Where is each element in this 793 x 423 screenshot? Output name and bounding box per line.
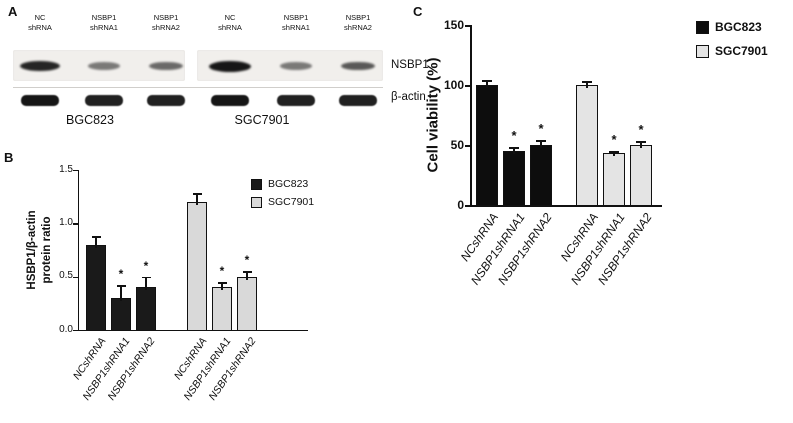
error-bar-cap bbox=[217, 282, 227, 284]
legend-swatch-bgc823 bbox=[696, 21, 709, 34]
panel-a-label: A bbox=[8, 4, 18, 19]
y-tick-mark bbox=[73, 223, 78, 225]
y-tick-label: 0 bbox=[457, 197, 464, 212]
error-bar-line bbox=[95, 236, 97, 248]
y-tick-mark bbox=[465, 25, 470, 27]
significance-asterisk: * bbox=[611, 132, 617, 147]
error-bar-line bbox=[613, 151, 615, 157]
y-tick-label: 1.5 bbox=[59, 163, 73, 175]
y-axis-line bbox=[78, 170, 80, 331]
error-bar-cap bbox=[609, 151, 619, 153]
error-bar-line bbox=[246, 271, 248, 280]
blot-lane-label: NSBP1 shRNA2 bbox=[344, 13, 372, 32]
error-bar-cap bbox=[536, 140, 546, 142]
beta-actin-band bbox=[147, 95, 185, 106]
blot-artifact-line bbox=[13, 87, 383, 88]
y-tick-label: 1.0 bbox=[59, 217, 73, 229]
bar-bgc823-ncshrna bbox=[476, 85, 498, 206]
bar-bgc823-nsbp1shrna1 bbox=[503, 151, 525, 206]
significance-asterisk: * bbox=[118, 267, 124, 282]
blot-lane-label: NC shRNA bbox=[28, 13, 52, 32]
y-tick-label: 0.5 bbox=[59, 270, 73, 282]
significance-asterisk: * bbox=[219, 264, 225, 278]
x-axis-line bbox=[470, 205, 662, 207]
legend-label-bgc823: BGC823 bbox=[715, 20, 762, 34]
nsbp1-band bbox=[19, 60, 61, 72]
beta-actin-band bbox=[85, 95, 123, 106]
bar-sgc7901-nsbp1shrna1 bbox=[603, 153, 625, 206]
significance-asterisk: * bbox=[538, 121, 544, 137]
nsbp1-band bbox=[340, 61, 376, 71]
beta-actin-band bbox=[21, 95, 59, 106]
panel-b-label: B bbox=[4, 150, 14, 165]
error-bar-line bbox=[145, 276, 147, 291]
error-bar-line bbox=[221, 282, 223, 291]
nsbp1-band bbox=[88, 62, 120, 70]
significance-asterisk: * bbox=[143, 258, 149, 273]
beta-actin-band bbox=[339, 95, 377, 106]
beta-actin-band bbox=[211, 95, 249, 106]
error-bar-line bbox=[640, 141, 642, 148]
y-tick-label: 150 bbox=[443, 17, 464, 32]
y-tick-mark bbox=[465, 85, 470, 87]
error-bar-cap bbox=[141, 276, 151, 279]
nsbp1-band bbox=[149, 61, 183, 71]
beta-actin-band bbox=[277, 95, 315, 106]
error-bar-cap bbox=[116, 285, 126, 287]
bar-bgc823-nsbp1shrna2 bbox=[530, 145, 552, 206]
error-bar-cap bbox=[636, 141, 646, 143]
error-bar-line bbox=[486, 80, 488, 88]
error-bar-line bbox=[513, 147, 515, 154]
blot-lane-label: NC shRNA bbox=[218, 13, 242, 32]
significance-asterisk: * bbox=[244, 253, 250, 268]
error-bar-cap bbox=[509, 147, 519, 149]
nsbp1-band bbox=[280, 62, 312, 70]
error-bar-line bbox=[586, 81, 588, 88]
panel-c-label: C bbox=[413, 4, 423, 19]
error-bar-cap bbox=[91, 236, 101, 238]
blot-lane-label: NSBP1 shRNA1 bbox=[90, 13, 118, 32]
significance-asterisk: * bbox=[638, 122, 644, 138]
y-axis-title: Cell viability (%) bbox=[424, 57, 442, 173]
error-bar-cap bbox=[242, 271, 252, 273]
legend-label-sgc7901: SGC7901 bbox=[715, 44, 768, 58]
blot-lane-label: NSBP1 shRNA2 bbox=[152, 13, 180, 32]
error-bar-line bbox=[540, 140, 542, 148]
error-bar-cap bbox=[582, 81, 592, 83]
y-tick-mark bbox=[73, 276, 78, 278]
legend-swatch-sgc7901 bbox=[696, 45, 709, 58]
y-tick-mark bbox=[73, 330, 78, 332]
legend-label-sgc7901: SGC7901 bbox=[268, 196, 315, 208]
legend-swatch-sgc7901 bbox=[251, 197, 262, 208]
error-bar-cap bbox=[482, 80, 492, 82]
y-tick-mark bbox=[465, 205, 470, 207]
nsbp1-row-label: NSBP1 bbox=[391, 59, 429, 71]
bar-sgc7901-ncshrna bbox=[576, 85, 598, 206]
blot-lane-label: NSBP1 shRNA1 bbox=[282, 13, 310, 32]
error-bar-line bbox=[196, 193, 198, 205]
error-bar-cap bbox=[192, 193, 202, 195]
nsbp1-band bbox=[209, 60, 251, 72]
y-tick-label: 0.0 bbox=[59, 323, 73, 335]
y-tick-label: 50 bbox=[450, 137, 464, 152]
error-bar-line bbox=[120, 285, 122, 301]
y-axis-line bbox=[470, 25, 472, 206]
y-tick-label: 100 bbox=[443, 77, 464, 92]
y-tick-mark bbox=[73, 170, 78, 172]
beta-actin-row-label: β-actin bbox=[391, 91, 426, 103]
legend-label-bgc823: BGC823 bbox=[268, 178, 309, 190]
y-tick-mark bbox=[465, 145, 470, 147]
cell-line-label: BGC823 bbox=[66, 113, 114, 127]
significance-asterisk: * bbox=[511, 128, 517, 144]
cell-line-label: SGC7901 bbox=[234, 113, 290, 127]
legend-swatch-bgc823 bbox=[251, 179, 262, 190]
bar-sgc7901-nsbp1shrna2 bbox=[630, 145, 652, 206]
